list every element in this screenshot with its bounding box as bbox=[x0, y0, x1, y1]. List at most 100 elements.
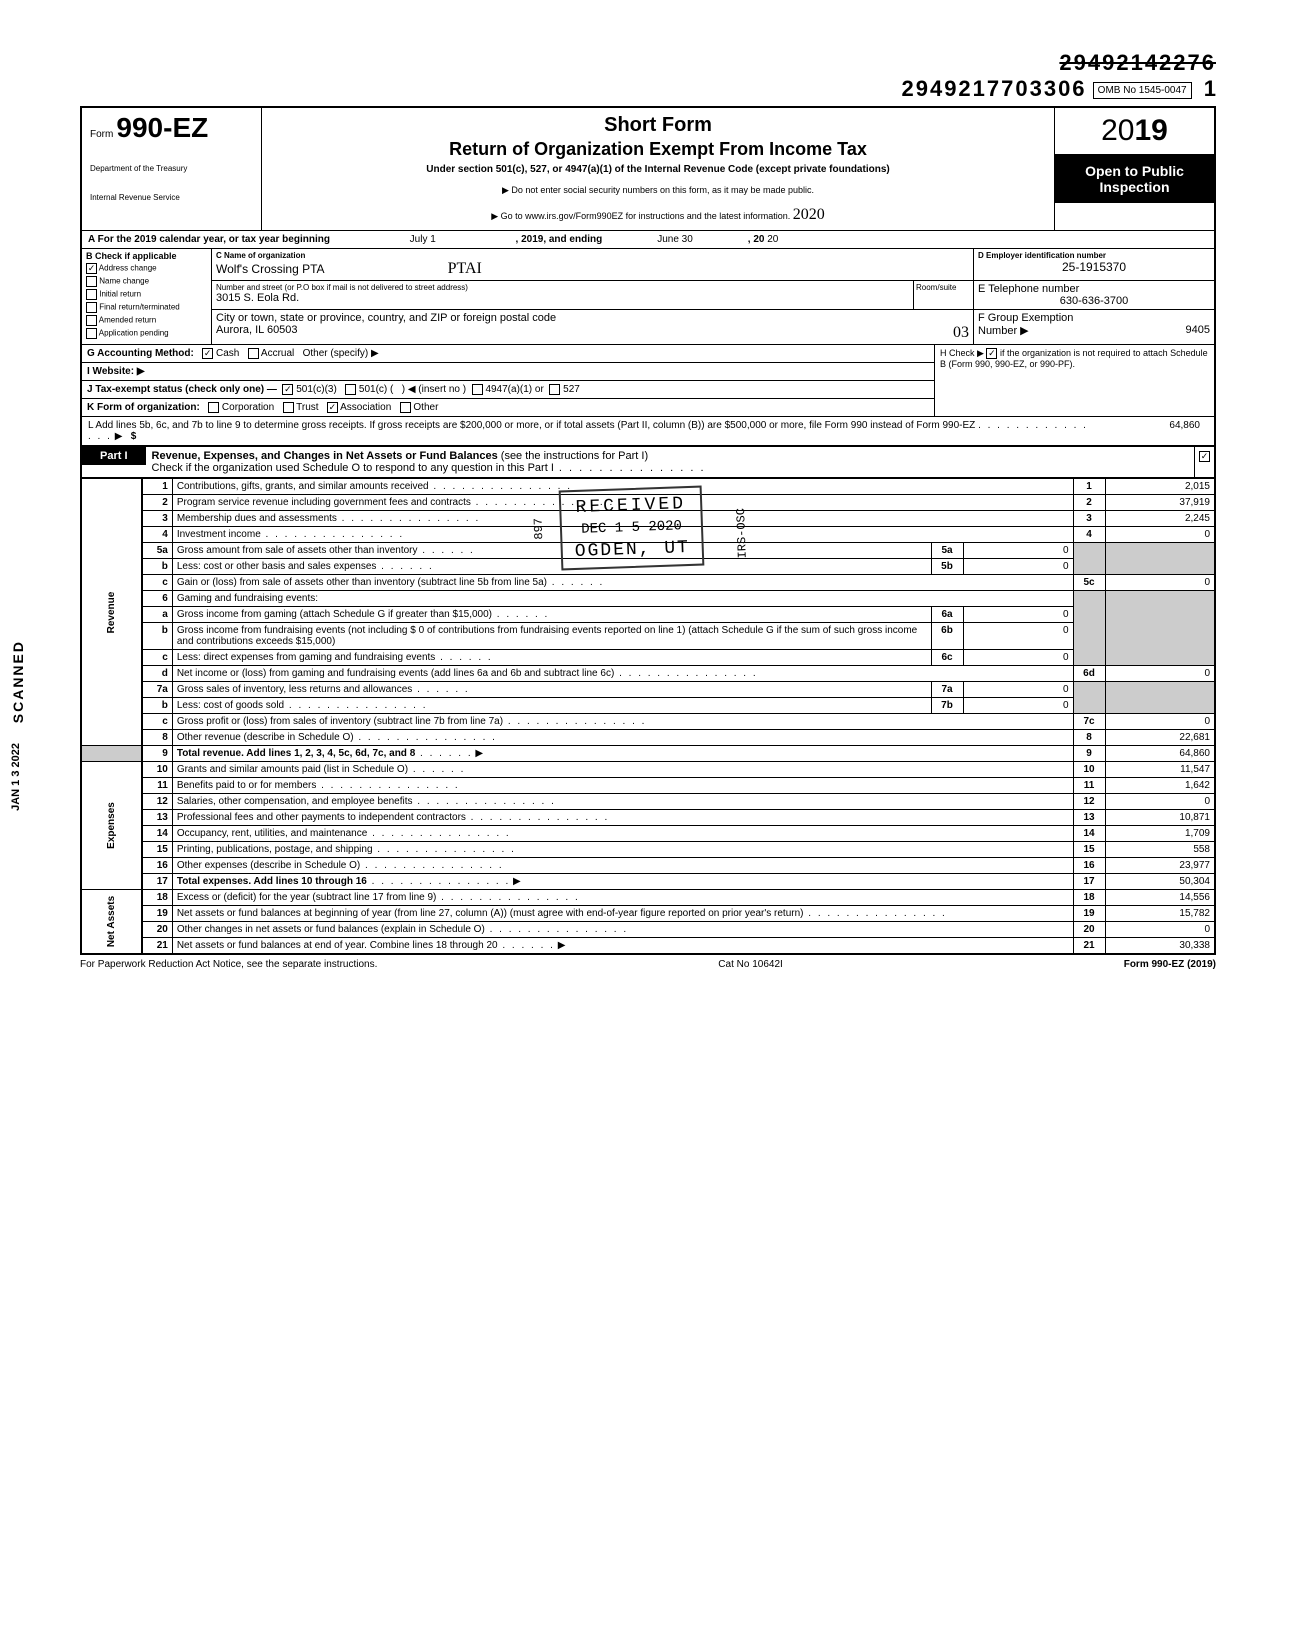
check-other[interactable] bbox=[400, 402, 411, 413]
check-accrual[interactable] bbox=[248, 348, 259, 359]
val-18: 14,556 bbox=[1105, 890, 1215, 906]
dept-treasury: Department of the Treasury bbox=[90, 164, 253, 173]
val-6d: 0 bbox=[1105, 666, 1215, 682]
val-7a: 0 bbox=[963, 682, 1073, 698]
val-12: 0 bbox=[1105, 794, 1215, 810]
check-amended[interactable]: Amended return bbox=[86, 315, 207, 326]
omb-number: OMB No 1545-0047 bbox=[1093, 82, 1192, 99]
check-cash[interactable]: ✓ bbox=[202, 348, 213, 359]
check-schedule-b[interactable]: ✓ bbox=[986, 348, 997, 359]
schedule-o-checkbox[interactable]: ✓ bbox=[1194, 447, 1214, 477]
part-1-title: Revenue, Expenses, and Changes in Net As… bbox=[152, 450, 498, 462]
val-10: 11,547 bbox=[1105, 762, 1215, 778]
val-7c: 0 bbox=[1105, 714, 1215, 730]
struck-number: 29492142276 bbox=[1059, 50, 1216, 75]
line-l-gross-receipts: L Add lines 5b, 6c, and 7b to line 9 to … bbox=[80, 416, 1216, 447]
val-20: 0 bbox=[1105, 922, 1215, 938]
line-k-form-org: K Form of organization: Corporation Trus… bbox=[82, 399, 934, 416]
address-street: Number and street (or P.O box if mail is… bbox=[212, 281, 914, 309]
val-6b: 0 bbox=[963, 623, 1073, 650]
val-5a: 0 bbox=[963, 543, 1073, 559]
box-d-ein: D Employer identification number 25-1915… bbox=[974, 249, 1214, 280]
note-ssn: ▶ Do not enter social security numbers o… bbox=[272, 185, 1044, 196]
open-to-public: Open to Public Inspection bbox=[1055, 155, 1214, 203]
check-501c3[interactable]: ✓ bbox=[282, 384, 293, 395]
footer-paperwork: For Paperwork Reduction Act Notice, see … bbox=[80, 959, 377, 970]
val-4: 0 bbox=[1105, 527, 1215, 543]
year-open-block: 2019 Open to Public Inspection bbox=[1054, 108, 1214, 230]
box-c-name: C Name of organization Wolf's Crossing P… bbox=[212, 249, 974, 280]
val-19: 15,782 bbox=[1105, 906, 1215, 922]
footer-cat-no: Cat No 10642I bbox=[718, 959, 783, 970]
check-corp[interactable] bbox=[208, 402, 219, 413]
title-short-form: Short Form bbox=[272, 114, 1044, 137]
handwritten-03: 03 bbox=[953, 324, 969, 342]
val-3: 2,245 bbox=[1105, 511, 1215, 527]
part-1-check-line: Check if the organization used Schedule … bbox=[152, 462, 554, 474]
form-prefix: Form bbox=[90, 129, 113, 140]
side-label-expenses: Expenses bbox=[81, 762, 142, 890]
address-city: City or town, state or province, country… bbox=[212, 310, 974, 344]
part-1-header-row: Part I Revenue, Expenses, and Changes in… bbox=[80, 447, 1216, 478]
check-4947[interactable] bbox=[472, 384, 483, 395]
box-h-schedule-b: H Check ▶ ✓ if the organization is not r… bbox=[934, 345, 1214, 416]
handwritten-ptai: PTAI bbox=[448, 260, 482, 277]
val-6c: 0 bbox=[963, 650, 1073, 666]
check-name-change[interactable]: Name change bbox=[86, 276, 207, 287]
val-9: 64,860 bbox=[1105, 746, 1215, 762]
val-16: 23,977 bbox=[1105, 858, 1215, 874]
main-number: 2949217703306 bbox=[901, 76, 1086, 101]
end-year: 20 bbox=[767, 234, 778, 245]
val-14: 1,709 bbox=[1105, 826, 1215, 842]
val-11: 1,642 bbox=[1105, 778, 1215, 794]
line-i-website: I Website: ▶ bbox=[82, 363, 934, 381]
check-assoc[interactable]: ✓ bbox=[327, 402, 338, 413]
dept-irs: Internal Revenue Service bbox=[90, 193, 253, 202]
title-return: Return of Organization Exempt From Incom… bbox=[272, 139, 1044, 160]
check-trust[interactable] bbox=[283, 402, 294, 413]
form-id-block: Form 990-EZ Department of the Treasury I… bbox=[82, 108, 262, 230]
line-j-status: J Tax-exempt status (check only one) — ✓… bbox=[82, 381, 934, 399]
lines-g-through-k: G Accounting Method: ✓ Cash Accrual Othe… bbox=[80, 344, 1216, 416]
val-5c: 0 bbox=[1105, 575, 1215, 591]
org-info-grid: B Check if applicable ✓ Address change N… bbox=[80, 249, 1216, 344]
subtitle-section: Under section 501(c), 527, or 4947(a)(1)… bbox=[272, 164, 1044, 175]
trailing-digit: 1 bbox=[1204, 76, 1216, 101]
note-website: ▶ Go to www.irs.gov/Form990EZ for instru… bbox=[272, 206, 1044, 224]
side-label-revenue: Revenue bbox=[81, 479, 142, 746]
check-501c[interactable] bbox=[345, 384, 356, 395]
room-suite: Room/suite bbox=[914, 281, 974, 309]
side-label-net-assets: Net Assets bbox=[81, 890, 142, 955]
org-details: C Name of organization Wolf's Crossing P… bbox=[212, 249, 1214, 344]
tax-year: 2019 bbox=[1055, 108, 1214, 155]
val-13: 10,871 bbox=[1105, 810, 1215, 826]
scanned-stamp: SCANNED JAN 1 3 2022 bbox=[10, 640, 26, 811]
line-l-amount: 64,860 bbox=[1088, 420, 1208, 442]
check-pending[interactable]: Application pending bbox=[86, 328, 207, 339]
handwritten-2020: 2020 bbox=[793, 206, 825, 223]
check-address-change[interactable]: ✓ Address change bbox=[86, 263, 207, 274]
val-2: 37,919 bbox=[1105, 495, 1215, 511]
box-f-group: F Group Exemption Number ▶ 9405 bbox=[974, 310, 1214, 344]
page-footer: For Paperwork Reduction Act Notice, see … bbox=[80, 959, 1216, 970]
check-527[interactable] bbox=[549, 384, 560, 395]
form-header: Form 990-EZ Department of the Treasury I… bbox=[80, 106, 1216, 230]
begin-date: July 1 bbox=[333, 234, 513, 245]
financial-table: Revenue 1 Contributions, gifts, grants, … bbox=[80, 478, 1216, 955]
check-initial-return[interactable]: Initial return bbox=[86, 289, 207, 300]
part-1-badge: Part I bbox=[82, 447, 146, 465]
end-date: June 30 bbox=[605, 234, 745, 245]
val-7b: 0 bbox=[963, 698, 1073, 714]
val-5b: 0 bbox=[963, 559, 1073, 575]
val-1: 2,015 bbox=[1105, 479, 1215, 495]
line-a-tax-year: A For the 2019 calendar year, or tax yea… bbox=[80, 230, 1216, 249]
form-number: 990-EZ bbox=[116, 112, 208, 143]
footer-form-ref: Form 990-EZ (2019) bbox=[1124, 959, 1216, 970]
val-8: 22,681 bbox=[1105, 730, 1215, 746]
val-17: 50,304 bbox=[1105, 874, 1215, 890]
form-title-block: Short Form Return of Organization Exempt… bbox=[262, 108, 1054, 230]
top-number-block: 29492142276 2949217703306 OMB No 1545-00… bbox=[80, 50, 1216, 102]
box-b-checks: B Check if applicable ✓ Address change N… bbox=[82, 249, 212, 344]
check-final-return[interactable]: Final return/terminated bbox=[86, 302, 207, 313]
val-6a: 0 bbox=[963, 607, 1073, 623]
